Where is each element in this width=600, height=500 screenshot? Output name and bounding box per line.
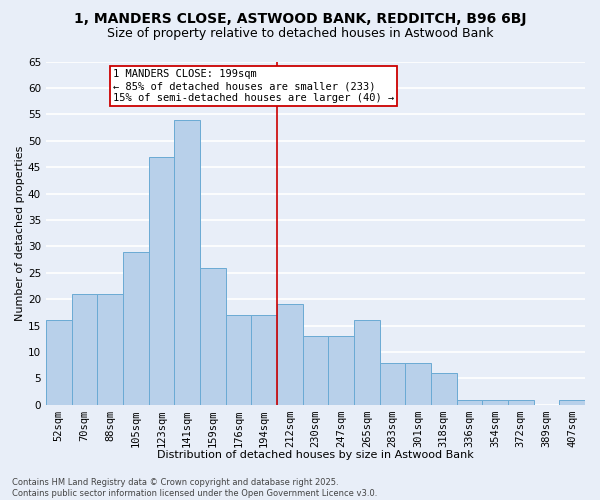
Bar [97,294,123,405]
Bar [277,304,302,405]
Bar [380,362,405,405]
Bar [226,315,251,405]
Y-axis label: Number of detached properties: Number of detached properties [15,146,25,321]
Text: Contains HM Land Registry data © Crown copyright and database right 2025.
Contai: Contains HM Land Registry data © Crown c… [12,478,377,498]
Text: 1, MANDERS CLOSE, ASTWOOD BANK, REDDITCH, B96 6BJ: 1, MANDERS CLOSE, ASTWOOD BANK, REDDITCH… [74,12,526,26]
Bar [149,156,174,405]
Bar [508,400,533,405]
Bar [174,120,200,405]
Bar [123,252,149,405]
Bar [200,268,226,405]
Bar [46,320,71,405]
Text: 1 MANDERS CLOSE: 199sqm
← 85% of detached houses are smaller (233)
15% of semi-d: 1 MANDERS CLOSE: 199sqm ← 85% of detache… [113,70,394,102]
Bar [71,294,97,405]
Bar [559,400,585,405]
Bar [405,362,431,405]
X-axis label: Distribution of detached houses by size in Astwood Bank: Distribution of detached houses by size … [157,450,474,460]
Bar [354,320,380,405]
Bar [431,373,457,405]
Text: Size of property relative to detached houses in Astwood Bank: Size of property relative to detached ho… [107,28,493,40]
Bar [302,336,328,405]
Bar [482,400,508,405]
Bar [457,400,482,405]
Bar [328,336,354,405]
Bar [251,315,277,405]
